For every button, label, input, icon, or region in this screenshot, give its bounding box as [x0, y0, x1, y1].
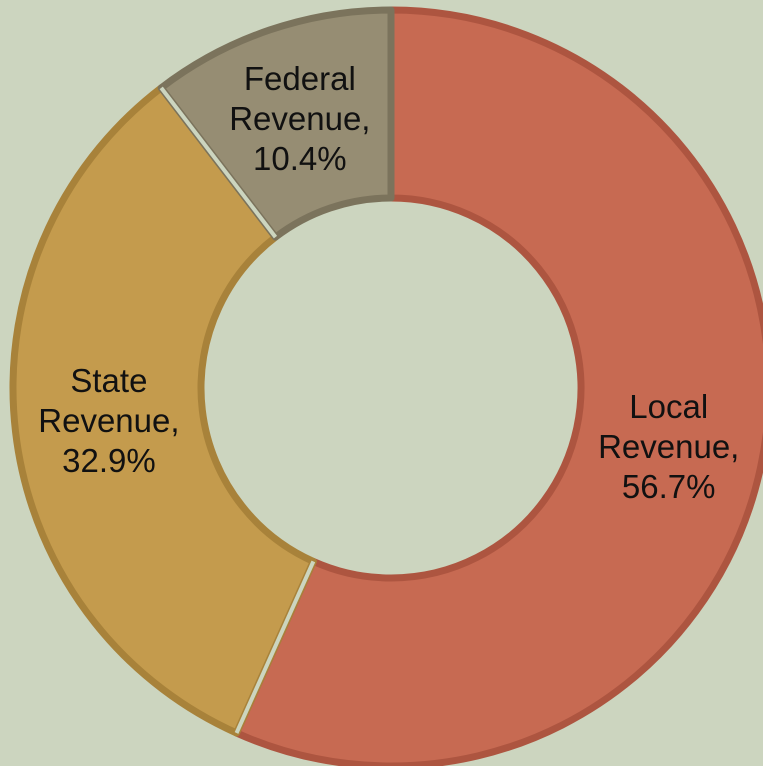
- donut-slice: [157, 6, 395, 241]
- data-label-category: Federal Revenue,: [229, 60, 371, 138]
- data-label: Local Revenue, 56.7%: [574, 387, 763, 507]
- data-label: State Revenue, 32.9%: [14, 361, 204, 481]
- data-label-value: 10.4%: [253, 140, 347, 178]
- data-label-category: Local Revenue,: [598, 388, 740, 466]
- data-label-value: 32.9%: [62, 441, 156, 479]
- donut-slice: [9, 84, 317, 737]
- data-label-value: 56.7%: [621, 468, 716, 506]
- slice-gap: [159, 86, 278, 239]
- data-label: Federal Revenue, 10.4%: [205, 59, 395, 179]
- data-label-category: State Revenue,: [38, 361, 180, 439]
- slice-gap: [234, 560, 316, 734]
